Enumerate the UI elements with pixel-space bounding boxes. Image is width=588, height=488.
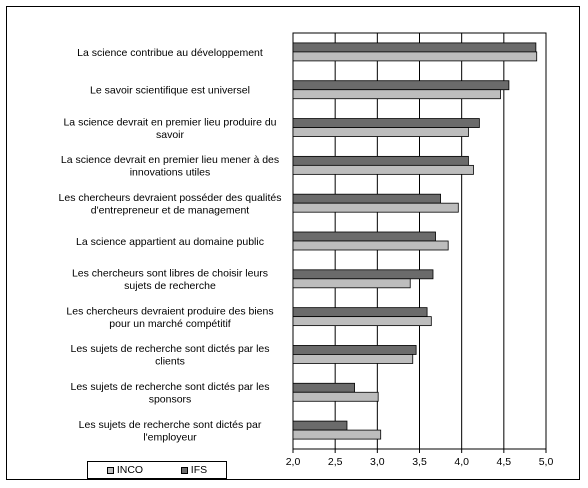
- legend: INCO IFS: [87, 461, 227, 479]
- category-label: La science appartient au domaine public: [76, 236, 264, 248]
- category-label: Les sujets de recherche sont dictés par …: [70, 343, 269, 368]
- x-tick-label: 5,0: [539, 456, 554, 468]
- x-tick-label: 3,0: [370, 456, 385, 468]
- category-label: Les chercheurs devraient posséder des qu…: [59, 192, 282, 217]
- bar-inco: [292, 202, 459, 213]
- x-tick-labels: 2,0 2,5 3,0 3,5 4,0 4,5 5,0: [286, 456, 554, 468]
- bars: [292, 42, 538, 440]
- bar-ifs: [292, 118, 480, 128]
- bar-inco: [292, 51, 538, 62]
- x-tick-label: 2,0: [286, 456, 301, 468]
- bar-inco: [292, 164, 474, 175]
- bar-inco: [292, 240, 449, 251]
- bar-ifs: [292, 307, 428, 318]
- category-label: Les sujets de recherche sont dictés par …: [70, 381, 269, 406]
- x-tick-label: 2,5: [328, 456, 343, 468]
- bar-inco: [292, 354, 414, 364]
- bar-ifs: [292, 345, 417, 355]
- category-labels: La science contribue au développement Le …: [59, 47, 282, 443]
- bar-inco: [292, 429, 382, 440]
- bar-ifs: [292, 42, 537, 53]
- bar-ifs: [292, 193, 441, 204]
- bar-chart: La science contribue au développement Le …: [59, 32, 554, 468]
- bar-ifs: [292, 420, 348, 431]
- category-label: La science devrait en premier lieu produ…: [63, 116, 276, 141]
- category-label: Le savoir scientifique est universel: [90, 85, 250, 97]
- legend-item-ifs: IFS: [180, 464, 208, 476]
- legend-swatch-inco: [106, 466, 114, 474]
- x-tick-label: 3,5: [412, 456, 427, 468]
- bar-inco: [292, 278, 411, 289]
- legend-item-inco: INCO: [106, 464, 144, 476]
- legend-label-ifs: IFS: [190, 464, 208, 476]
- x-tick-label: 4,0: [454, 456, 469, 468]
- bar-ifs: [292, 80, 510, 91]
- category-label: La science devrait en premier lieu mener…: [61, 154, 279, 179]
- category-label: Les chercheurs sont libres de choisir le…: [72, 268, 268, 293]
- category-label: La science contribue au développement: [77, 47, 263, 59]
- bar-inco: [292, 391, 379, 402]
- bar-ifs: [292, 155, 469, 166]
- bar-inco: [292, 316, 432, 327]
- category-label: Les chercheurs devraient produire des bi…: [66, 305, 273, 330]
- legend-swatch-ifs: [180, 466, 188, 474]
- legend-label-inco: INCO: [116, 464, 144, 476]
- gridlines: [292, 33, 547, 453]
- bar-inco: [292, 127, 469, 137]
- category-label: Les sujets de recherche sont dictés par l…: [79, 419, 262, 444]
- bar-ifs: [292, 382, 355, 393]
- bar-ifs: [292, 231, 436, 242]
- bar-inco: [292, 89, 501, 100]
- x-tick-label: 4,5: [497, 456, 512, 468]
- chart-frame: La science contribue au développement Le …: [6, 6, 580, 480]
- bar-ifs: [292, 269, 434, 280]
